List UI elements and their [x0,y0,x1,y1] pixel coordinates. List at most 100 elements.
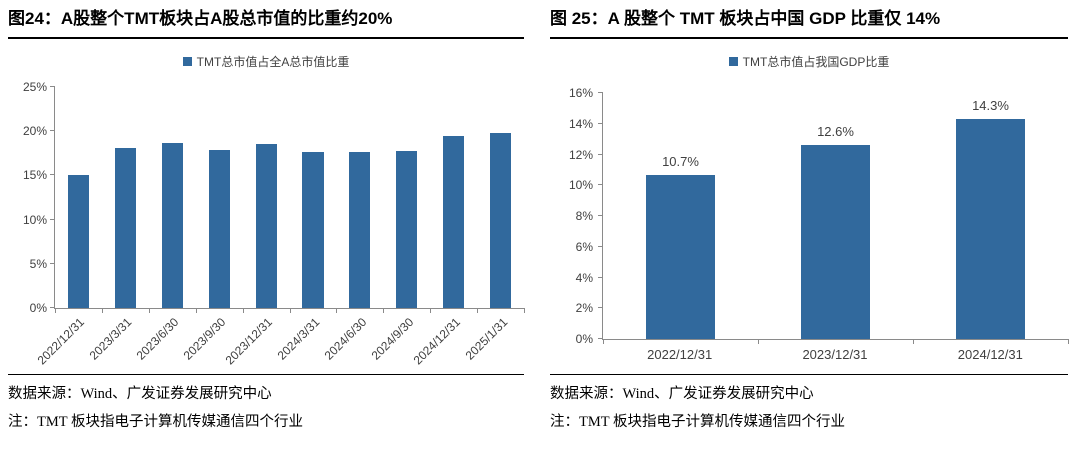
bar [302,151,324,308]
title-underline [8,37,524,39]
bars-layer [55,87,524,308]
x-axis-labels: 2022/12/31 2023/12/31 2024/12/31 [602,340,1068,385]
bars-layer: 10.7% 12.6% 14.3% [603,93,1068,339]
bar [443,135,465,308]
footer-divider [8,374,524,375]
y-axis-tick-label: 6% [575,239,593,254]
x-axis-tick [912,339,914,344]
bar-slot [477,87,524,308]
y-axis-tick-label: 15% [22,168,47,183]
bar [208,149,230,308]
x-label-slot: 2022/12/31 [602,340,757,385]
y-axis-tick [50,130,55,132]
y-axis-tick-label: 12% [568,147,593,162]
x-axis-tick [1068,339,1069,344]
x-axis-tick [336,308,338,313]
y-axis-tick [50,86,55,87]
bar-slot [290,87,337,308]
y-axis-tick-label: 20% [22,124,47,139]
bar-slot [243,87,290,308]
y-axis-tick-label: 2% [575,301,593,316]
y-axis-tick [598,338,603,339]
x-axis-tick [55,308,56,313]
x-axis-labels: 2022/12/31 2023/3/31 2023/6/30 2023/9/30 202… [35,309,524,385]
footnote: 注：TMT 板块指电子计算机传媒通信四个行业 [550,414,845,430]
legend-label: TMT总市值占我国GDP比重 [742,54,890,69]
figure-24-chart: TMT总市值占全A总市值比重 0% 5% 10% 15% 20% 25% 2022/12/… [8,54,525,371]
y-axis-tick-label: 8% [575,209,593,223]
bar [396,150,418,308]
bar-slot [149,87,196,308]
chart-legend: TMT总市值占全A总市值比重 [8,54,524,69]
plot-area: 0% 5% 10% 15% 20% 25% [23,81,525,314]
y-axis-tick [50,262,55,264]
bar-slot [430,87,477,308]
y-axis-tick [598,276,603,278]
y-axis-tick [598,307,603,309]
x-axis-tick [242,308,244,313]
figure-25-panel: 图 25：A 股整个 TMT 板块占中国 GDP 比重仅 14% TMT总市值占… [540,0,1080,455]
y-axis-tick [598,153,603,155]
x-axis-tick [757,339,759,344]
x-axis-tick [383,308,385,313]
y-axis-tick-label: 0% [575,332,593,346]
x-axis-label: 2024/12/31 [957,347,1023,362]
bar [161,142,183,308]
bar-slot [55,87,102,308]
figure-24-title: 图24：A股整个TMT板块占A股总市值的比重约20% [8,9,393,28]
y-axis-tick-label: 5% [29,256,47,271]
bar-slot [383,87,430,308]
figure-25-title: 图 25：A 股整个 TMT 板块占中国 GDP 比重仅 14% [550,9,941,28]
bar-data-label: 10.7% [662,153,699,169]
data-source: 数据来源：Wind、广发证券发展研究中心 [8,386,272,402]
y-axis-tick [598,122,603,124]
x-axis-tick [289,308,291,313]
bar [800,145,871,339]
y-axis-tick-label: 0% [29,301,47,315]
x-label-slot: 2023/12/31 [757,340,912,385]
y-axis-tick [598,215,603,216]
x-axis-tick [148,308,150,313]
y-axis-tick-label: 10% [22,212,47,227]
x-axis-label: 2023/12/31 [802,347,868,362]
y-axis-tick-label: 25% [22,80,47,94]
bar-slot [196,87,243,308]
x-axis-tick [524,308,525,313]
bar-slot: 12.6% [758,93,913,339]
x-axis-label: 2022/12/31 [647,347,713,362]
legend-color-swatch [728,56,738,66]
x-axis-tick [430,308,432,313]
figure-24-panel: 图24：A股整个TMT板块占A股总市值的比重约20% TMT总市值占全A总市值比… [8,9,525,430]
plot-area: 0% 2% 4% 6% 8% 10% 12% 14% 16% 10.7% 12.6% 14.3% [569,87,1069,345]
legend-color-swatch [182,56,192,66]
y-axis-tick-label: 14% [568,116,593,131]
data-source: 数据来源：Wind、广发证券发展研究中心 [550,386,814,402]
bar-slot: 14.3% [913,93,1068,339]
chart-legend: TMT总市值占我国GDP比重 [550,54,1068,69]
bar-slot [336,87,383,308]
x-label-slot: 2024/12/31 [913,340,1068,385]
y-axis-tick [598,184,603,186]
x-axis-tick [101,308,103,313]
y-axis-tick [50,174,55,176]
title-underline [550,37,1068,39]
bar [955,119,1026,339]
y-axis-tick [598,245,603,247]
bar [490,132,512,308]
bar-data-label: 12.6% [817,124,854,140]
bar-slot: 10.7% [603,93,758,339]
y-axis-tick-label: 10% [568,178,593,193]
bar [645,174,716,339]
x-axis-tick [195,308,197,313]
bar [67,175,89,308]
footer-divider [550,374,1068,375]
bar-slot [102,87,149,308]
bar-data-label: 14.3% [972,98,1009,114]
y-axis-tick [50,307,55,308]
legend-label: TMT总市值占全A总市值比重 [196,54,350,69]
x-axis-tick [477,308,479,313]
bar [349,152,371,308]
y-axis-tick [598,92,603,93]
y-axis-tick [50,218,55,220]
